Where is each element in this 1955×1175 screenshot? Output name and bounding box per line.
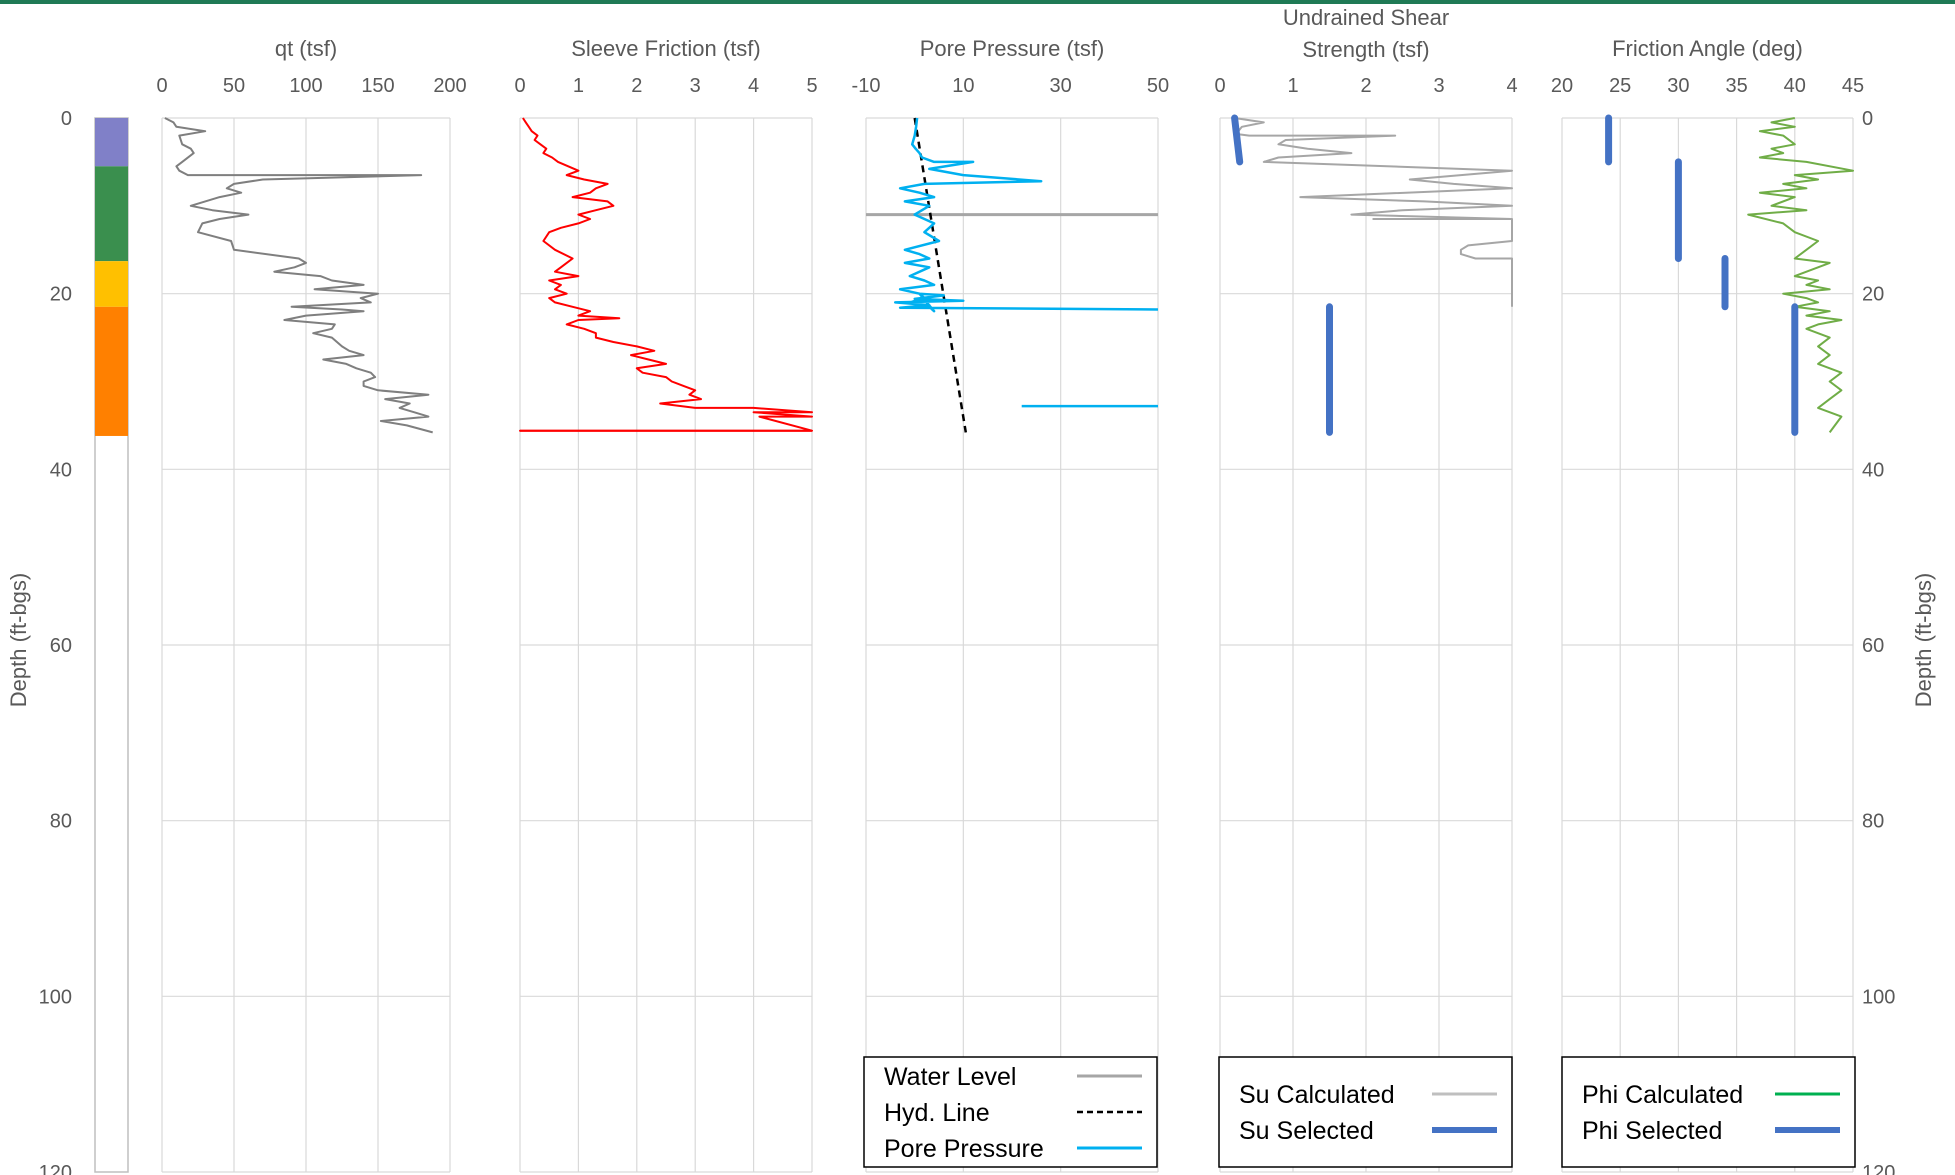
header-accent-bar	[0, 0, 1955, 4]
depth-tick-label: 0	[61, 108, 72, 130]
strat-layer	[95, 166, 128, 262]
panel-title: Friction Angle (deg)	[1612, 36, 1803, 61]
panel-title: Undrained Shear	[1283, 5, 1449, 30]
panel-title: Sleeve Friction (tsf)	[571, 36, 761, 61]
depth-tick-label: 80	[1862, 811, 1884, 833]
series-line	[913, 117, 968, 433]
legend-label: Pore Pressure	[884, 1135, 1044, 1163]
x-tick-label: 10	[952, 75, 974, 97]
legend: Water Level Hyd. Line Pore Pressure	[863, 1056, 1158, 1168]
depth-axis-label-right: Depth (ft-bgs)	[1911, 573, 1936, 708]
x-tick-label: 0	[1214, 75, 1225, 97]
x-tick-label: 20	[1551, 75, 1573, 97]
strat-layer	[95, 118, 128, 167]
panel-2: -10 10 30 50 Pore Pressure (tsf) Water Level H…	[852, 36, 1169, 1173]
depth-tick-label: 60	[1862, 635, 1884, 657]
series-line	[1231, 114, 1244, 166]
series-line	[1747, 117, 1854, 433]
x-tick-label: 200	[433, 75, 466, 97]
legend-label: Water Level	[884, 1063, 1016, 1091]
x-tick-label: 40	[1784, 75, 1806, 97]
legend-label: Su Selected	[1239, 1117, 1374, 1145]
depth-tick-label: 40	[1862, 459, 1884, 481]
stratigraphy-column	[94, 117, 129, 1173]
depth-tick-label: 100	[39, 986, 72, 1008]
strat-layer	[95, 261, 128, 307]
depth-axis-label-left: Depth (ft-bgs)	[6, 573, 31, 708]
depth-tick-label: 0	[1862, 108, 1873, 130]
x-tick-label: 30	[1050, 75, 1072, 97]
series-line	[1233, 117, 1513, 307]
series-line	[519, 117, 813, 432]
x-tick-label: -10	[852, 75, 881, 97]
x-tick-label: 3	[690, 75, 701, 97]
depth-axis-right: 0 20 40 60 80 100 120	[1862, 108, 1895, 1175]
legend: Phi Calculated Phi Selected	[1561, 1056, 1856, 1168]
series-line	[893, 117, 1159, 313]
panel-0: 0 50 100 150 200 qt (tsf)	[156, 36, 467, 1173]
x-tick-label: 5	[806, 75, 817, 97]
x-tick-label: 2	[631, 75, 642, 97]
x-tick-label: 50	[223, 75, 245, 97]
x-tick-label: 30	[1667, 75, 1689, 97]
x-tick-label: 0	[514, 75, 525, 97]
depth-tick-label: 20	[1862, 284, 1884, 306]
depth-tick-label: 20	[50, 284, 72, 306]
series-line	[164, 117, 433, 434]
panel-3: 0 1 2 3 4 Undrained Shear Strength (tsf) Su Cal…	[1214, 5, 1518, 1173]
x-tick-label: 25	[1609, 75, 1631, 97]
x-tick-label: 4	[1506, 75, 1517, 97]
depth-tick-label: 120	[39, 1162, 72, 1175]
panel-1: 0 1 2 3 4 5 Sleeve Friction (tsf)	[514, 36, 818, 1173]
legend-label: Su Calculated	[1239, 1081, 1395, 1109]
x-tick-label: 0	[156, 75, 167, 97]
x-tick-label: 35	[1725, 75, 1747, 97]
depth-tick-label: 120	[1862, 1162, 1895, 1175]
panel-title: qt (tsf)	[275, 36, 337, 61]
x-tick-label: 45	[1842, 75, 1864, 97]
depth-axis-left: 0 20 40 60 80 100 120	[39, 108, 72, 1175]
legend-label: Hyd. Line	[884, 1099, 990, 1127]
strat-layer	[95, 306, 128, 436]
legend-box	[1561, 1056, 1856, 1168]
depth-tick-label: 60	[50, 635, 72, 657]
x-tick-label: 4	[748, 75, 759, 97]
panel-title: Pore Pressure (tsf)	[920, 36, 1105, 61]
legend: Su Calculated Su Selected	[1218, 1056, 1513, 1168]
x-tick-label: 1	[573, 75, 584, 97]
depth-tick-label: 100	[1862, 986, 1895, 1008]
x-tick-label: 2	[1360, 75, 1371, 97]
x-tick-label: 3	[1433, 75, 1444, 97]
panel-title: Strength (tsf)	[1302, 37, 1429, 62]
x-tick-label: 100	[289, 75, 322, 97]
depth-tick-label: 40	[50, 459, 72, 481]
legend-label: Phi Calculated	[1582, 1081, 1743, 1109]
x-tick-label: 1	[1287, 75, 1298, 97]
legend-box	[1218, 1056, 1513, 1168]
x-tick-label: 50	[1147, 75, 1169, 97]
x-tick-label: 150	[361, 75, 394, 97]
depth-tick-label: 80	[50, 811, 72, 833]
panel-4: 20 25 30 35 40 45 Friction Angle (deg) Phi Calc…	[1551, 36, 1864, 1173]
legend-label: Phi Selected	[1582, 1117, 1722, 1145]
